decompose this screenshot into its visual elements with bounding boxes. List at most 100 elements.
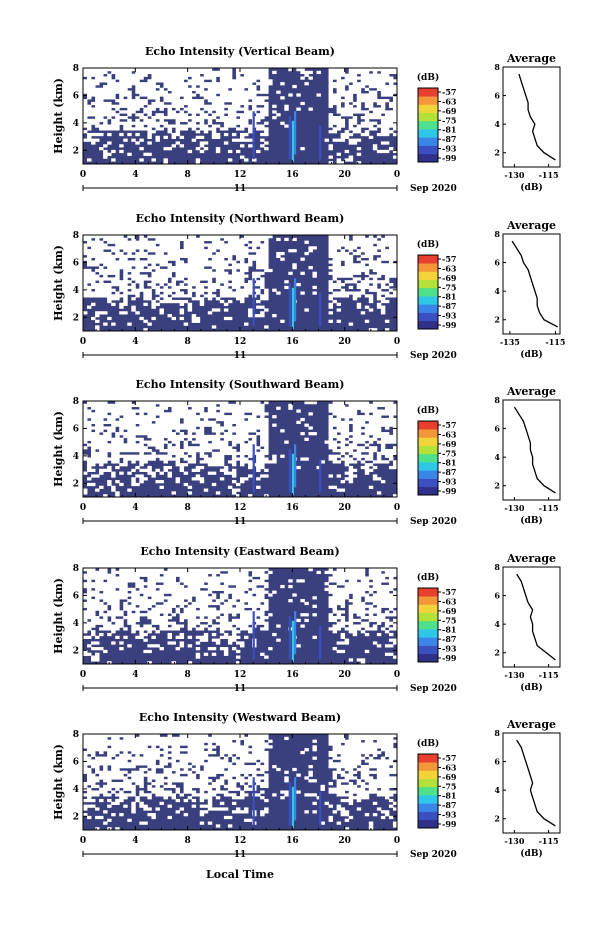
nodata-cell — [103, 420, 108, 424]
y-tick-label: 4 — [73, 452, 79, 462]
nodata-cell — [215, 412, 221, 416]
nodata-cell — [199, 149, 205, 154]
nodata-cell — [244, 124, 249, 128]
nodata-cell — [364, 454, 370, 458]
nodata-cell — [223, 409, 229, 413]
nodata-cell — [155, 285, 160, 290]
panel-title: Echo Intensity (Eastward Beam) — [140, 545, 339, 558]
colorbar-tick-label: -99 — [442, 320, 457, 330]
nodata-cell — [360, 573, 366, 577]
nodata-cell — [356, 277, 362, 281]
nodata-cell — [223, 82, 229, 86]
nodata-cell — [372, 237, 378, 242]
nodata-cell — [231, 587, 237, 591]
nodata-cell — [159, 576, 164, 580]
nodata-cell — [256, 305, 261, 309]
nodata-cell — [115, 423, 120, 427]
nodata-cell — [223, 440, 229, 444]
nodata-cell — [348, 263, 354, 267]
nodata-cell — [388, 235, 394, 239]
nodata-cell — [179, 463, 185, 467]
nodata-cell — [260, 73, 265, 77]
nodata-cell — [260, 90, 265, 94]
nodata-cell — [207, 412, 213, 416]
nodata-cell — [256, 299, 261, 304]
nodata-cell — [143, 403, 148, 408]
nodata-cell — [227, 73, 233, 77]
nodata-cell — [223, 426, 229, 430]
nodata-cell — [252, 84, 257, 89]
nodata-cell — [87, 409, 92, 413]
nodata-cell — [111, 283, 116, 287]
nodata-cell — [111, 257, 116, 261]
nodata-cell — [127, 454, 132, 458]
nodata-cell — [199, 601, 205, 606]
nodata-cell — [179, 84, 185, 89]
nodata-cell — [276, 237, 281, 242]
nodata-cell — [103, 460, 108, 464]
nodata-cell — [264, 96, 269, 100]
nodata-cell — [252, 584, 257, 589]
nodata-cell — [352, 240, 358, 244]
nodata-cell — [175, 99, 181, 103]
nodata-cell — [356, 268, 362, 273]
nodata-cell — [244, 254, 249, 258]
nodata-cell — [87, 401, 92, 405]
nodata-cell — [195, 249, 201, 253]
nodata-cell — [139, 90, 144, 94]
nodata-cell — [187, 254, 193, 258]
nodata-cell — [344, 104, 350, 108]
nodata-cell — [191, 107, 197, 111]
nodata-cell — [191, 251, 197, 256]
nodata-cell — [151, 596, 156, 600]
nodata-cell — [231, 590, 237, 594]
nodata-cell — [167, 434, 172, 439]
nodata-cell — [115, 277, 120, 281]
nodata-cell — [191, 457, 197, 461]
nodata-cell — [199, 249, 205, 253]
nodata-cell — [376, 260, 382, 264]
nodata-cell — [159, 432, 164, 436]
nodata-cell — [352, 235, 358, 239]
nodata-cell — [171, 104, 176, 108]
nodata-cell — [380, 268, 386, 273]
nodata-cell — [99, 587, 104, 591]
nodata-cell — [95, 417, 100, 422]
nodata-cell — [223, 283, 229, 287]
nodata-cell — [219, 101, 225, 106]
nodata-cell — [179, 573, 185, 577]
avg-y-tick-label: 2 — [494, 481, 500, 491]
nodata-cell — [195, 477, 201, 481]
nodata-cell — [368, 451, 374, 456]
nodata-cell — [135, 240, 140, 244]
nodata-cell — [103, 124, 108, 128]
nodata-cell — [159, 409, 164, 413]
nodata-cell — [119, 401, 124, 405]
nodata-cell — [231, 403, 237, 408]
nodata-cell — [107, 291, 112, 295]
nodata-cell — [211, 249, 217, 253]
nodata-cell — [107, 601, 112, 606]
nodata-cell — [103, 79, 108, 83]
nodata-cell — [183, 127, 189, 131]
nodata-cell — [219, 288, 225, 292]
x-tick-label: 12 — [234, 503, 247, 513]
nodata-cell — [159, 449, 164, 453]
nodata-cell — [304, 457, 309, 461]
nodata-cell — [348, 409, 354, 413]
nodata-cell — [131, 420, 136, 424]
nodata-cell — [300, 271, 305, 275]
nodata-cell — [227, 104, 233, 108]
nodata-cell — [127, 99, 132, 103]
nodata-cell — [115, 593, 120, 597]
nodata-cell — [199, 570, 205, 575]
nodata-cell — [348, 249, 354, 253]
nodata-cell — [111, 593, 116, 597]
nodata-cell — [111, 158, 116, 162]
nodata-cell — [227, 429, 233, 433]
nodata-cell — [139, 237, 144, 242]
nodata-cell — [123, 254, 128, 258]
nodata-cell — [384, 254, 390, 258]
nodata-cell — [155, 96, 160, 100]
nodata-cell — [183, 601, 189, 606]
